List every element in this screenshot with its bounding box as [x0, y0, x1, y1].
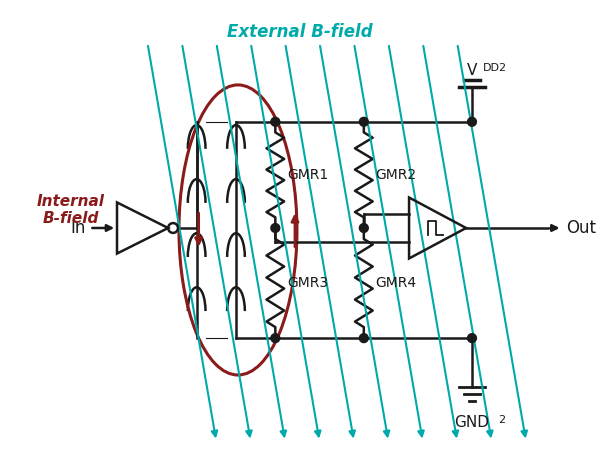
- Text: GND: GND: [454, 415, 490, 430]
- Circle shape: [359, 223, 368, 233]
- Text: Out: Out: [566, 219, 596, 237]
- Text: Internal
B-field: Internal B-field: [37, 194, 105, 227]
- Text: GMR4: GMR4: [376, 276, 417, 290]
- Circle shape: [271, 223, 280, 233]
- Circle shape: [271, 117, 280, 126]
- Circle shape: [467, 117, 476, 126]
- Circle shape: [271, 334, 280, 343]
- Text: In: In: [70, 219, 86, 237]
- Circle shape: [467, 334, 476, 343]
- Text: GMR1: GMR1: [287, 168, 328, 182]
- Text: 2: 2: [499, 415, 506, 425]
- Text: GMR2: GMR2: [376, 168, 417, 182]
- Text: External B-field: External B-field: [227, 24, 373, 41]
- Text: V: V: [467, 63, 477, 78]
- Circle shape: [359, 334, 368, 343]
- Circle shape: [359, 117, 368, 126]
- Text: GMR3: GMR3: [287, 276, 328, 290]
- Text: DD2: DD2: [483, 63, 507, 73]
